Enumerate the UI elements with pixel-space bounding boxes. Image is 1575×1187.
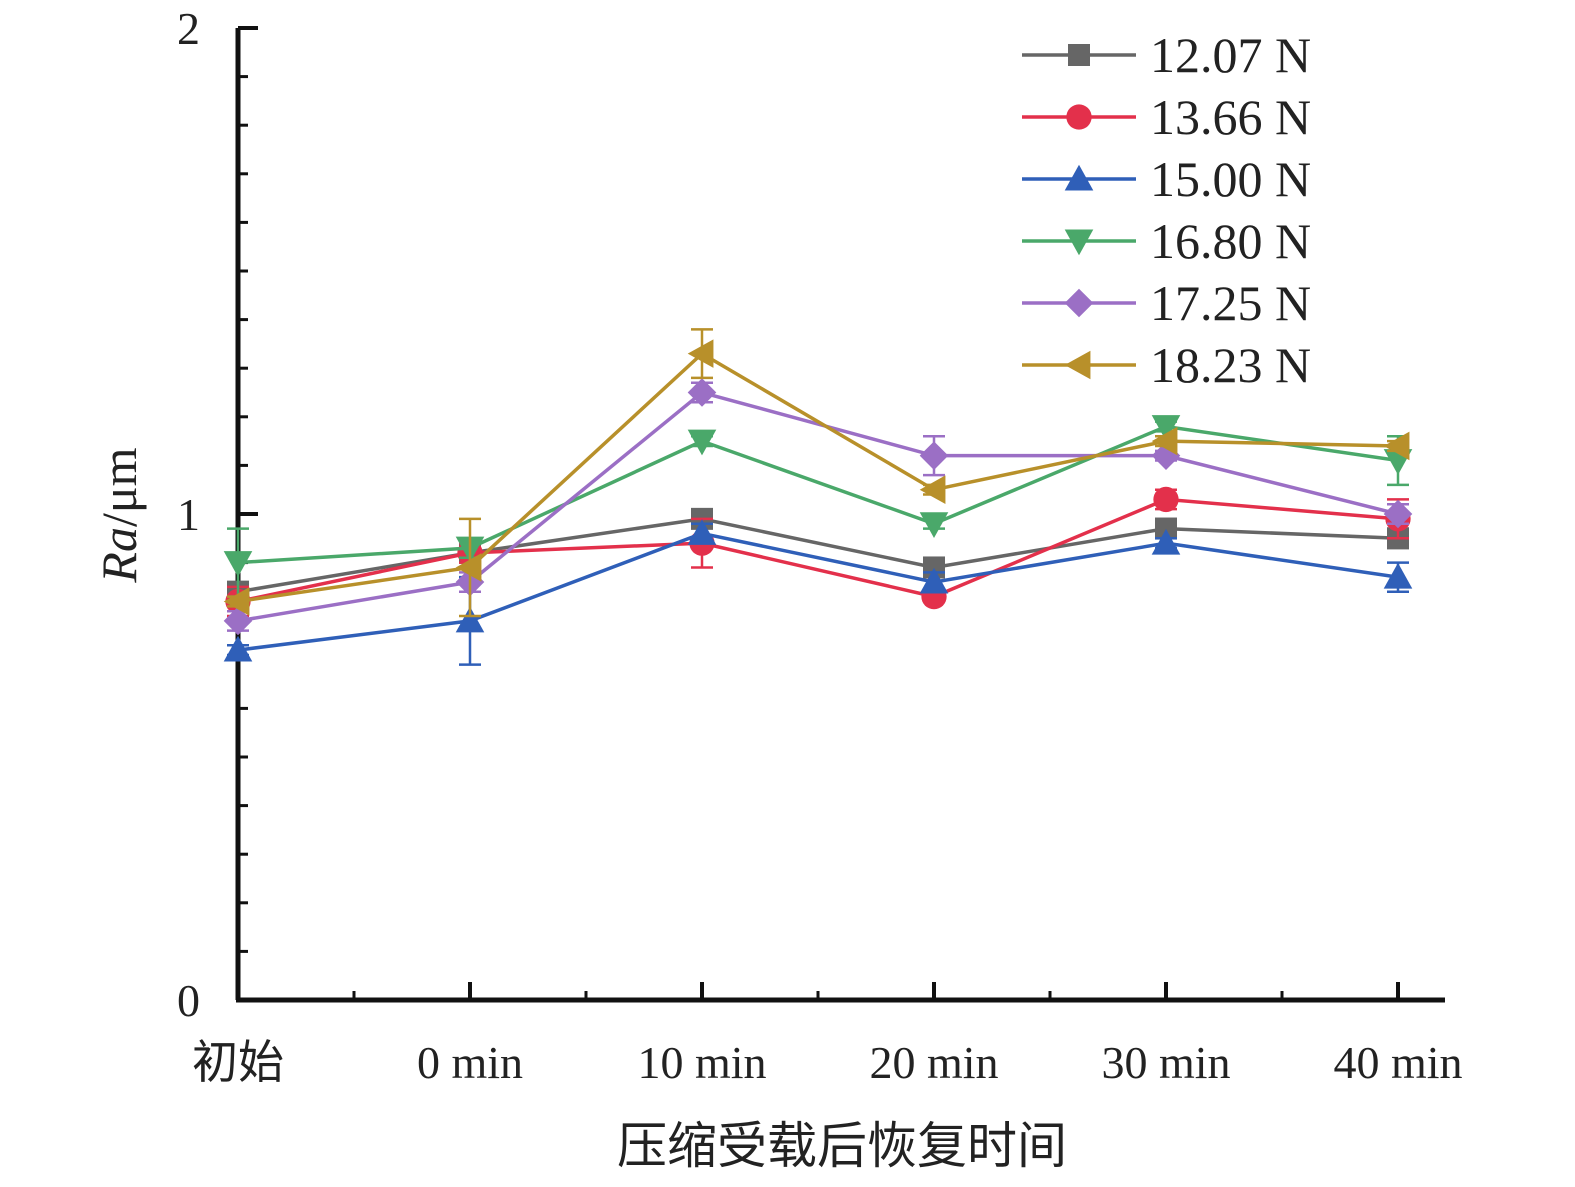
y-tick-label: 1 [177,489,200,540]
series-line [237,351,1399,604]
x-tick-label: 初始 [192,1037,284,1088]
legend-item: 16.80 N [1022,213,1311,269]
series-line [237,517,1399,594]
y-tick-label: 2 [177,3,200,54]
legend-label: 17.25 N [1150,275,1311,331]
legend-marker [1068,44,1090,66]
legend-marker [1066,104,1092,130]
legend-label: 16.80 N [1150,213,1311,269]
data-point [687,339,714,368]
x-axis-title: 压缩受载后恢复时间 [617,1118,1067,1174]
data-point [1151,415,1181,441]
x-tick-label: 30 min [1101,1037,1230,1088]
y-tick-label: 0 [177,975,200,1026]
legend-item: 12.07 N [1022,27,1311,83]
x-tick-label: 40 min [1333,1037,1462,1088]
y-axis-title-unit: /μm [91,447,147,527]
data-point [1383,499,1413,529]
data-point [919,512,949,539]
axes: 0 1 2 初始 0 min 10 min 20 min 30 min 40 min [177,3,1463,1088]
series-line [237,531,1399,652]
data-point [687,429,717,456]
legend-label: 18.23 N [1150,337,1311,393]
legend-marker [1064,229,1094,256]
y-axis-title-main: Ra [91,527,147,584]
x-tick-label: 10 min [637,1037,766,1088]
legend-item: 13.66 N [1022,89,1311,145]
legend-marker [1064,350,1091,380]
x-tick-label: 0 min [417,1037,523,1088]
data-point [1151,528,1181,555]
data-point [1151,426,1178,456]
legend-label: 12.07 N [1150,27,1311,83]
data-point [223,635,253,662]
data-point [919,475,946,504]
series-line [237,424,1399,565]
series-12-07 [227,507,1409,603]
legend-marker [1064,288,1094,318]
legend: 12.07 N 13.66 N 15.00 N 16.80 N 17.25 N 18.23… [1022,27,1311,393]
data-point [223,587,250,616]
data-point [1383,562,1413,589]
data-point [1383,431,1410,461]
legend-label: 15.00 N [1150,151,1311,207]
data-point [455,553,482,582]
data-point [223,606,253,636]
series-line [237,390,1399,623]
y-axis-title: Ra/μm [91,447,147,583]
series-18-23 [223,328,1410,618]
data-point [687,519,717,545]
data-point [455,606,485,633]
legend-item: 17.25 N [1022,275,1311,331]
legend-item: 18.23 N [1022,337,1311,393]
data-point [1155,517,1177,540]
legend-label: 13.66 N [1150,89,1311,145]
data-point [919,567,949,594]
data-point [223,551,253,577]
data-point [919,441,949,470]
legend-marker [1064,164,1094,191]
x-tick-label: 20 min [869,1037,998,1088]
series-layer [223,328,1413,666]
data-point [1153,486,1179,513]
data-point [687,378,717,407]
legend-item: 15.00 N [1022,151,1311,207]
series-line [237,497,1399,604]
